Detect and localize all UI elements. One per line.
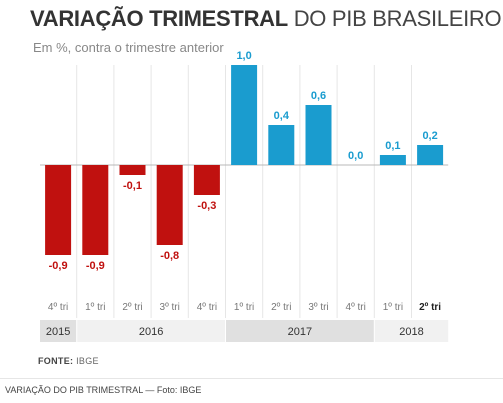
source-label: FONTE: <box>38 356 74 366</box>
category-label: 1º tri <box>383 302 403 313</box>
year-band <box>77 320 225 342</box>
bar <box>379 155 406 165</box>
data-label: 0,0 <box>348 150 363 162</box>
data-label: 0,2 <box>422 130 437 142</box>
year-band <box>226 320 374 342</box>
chart-subtitle: Em %, contra o trimestre anterior <box>33 40 224 55</box>
category-label: 3º tri <box>308 302 328 313</box>
year-label: 2017 <box>288 326 312 338</box>
category-label: 4º tri <box>197 302 217 313</box>
year-label: 2016 <box>139 326 163 338</box>
category-label: 2º tri <box>271 302 291 313</box>
title-light: DO PIB BRASILEIRO <box>293 6 502 31</box>
bar <box>82 165 109 255</box>
column-bg <box>374 65 411 292</box>
image-caption: VARIAÇÃO DO PIB TRIMESTRAL — Foto: IBGE <box>5 385 202 395</box>
category-label: 4º tri <box>346 302 366 313</box>
year-band <box>40 320 77 342</box>
year-label: 2015 <box>46 326 70 338</box>
data-label: -0,9 <box>49 260 68 272</box>
data-label: 0,4 <box>274 110 290 122</box>
title-bold: VARIAÇÃO TRIMESTRAL <box>30 6 288 31</box>
chart-title: VARIAÇÃO TRIMESTRAL DO PIB BRASILEIRO <box>30 6 502 32</box>
data-label: 0,1 <box>385 140 400 152</box>
bar <box>231 65 258 165</box>
column-bg <box>263 65 300 292</box>
source-value: IBGE <box>76 356 99 366</box>
bar <box>268 125 295 165</box>
column-bg <box>412 65 449 292</box>
bar <box>305 105 332 165</box>
data-label: -0,8 <box>160 250 179 262</box>
category-label: 1º tri <box>85 302 105 313</box>
category-label: 1º tri <box>234 302 254 313</box>
bar <box>156 165 183 245</box>
bar-chart: -0,9 -0,9 -0,1 -0,8 -0,3 1,0 0,4 0,6 0,0 0,1 0,2 4º… <box>40 50 449 342</box>
bar <box>417 145 444 165</box>
year-band <box>374 320 449 342</box>
bar <box>193 165 220 195</box>
bar <box>45 165 72 255</box>
column-bg <box>337 65 374 292</box>
category-label: 3º tri <box>160 302 180 313</box>
category-label: 2º tri <box>122 302 142 313</box>
bar <box>119 165 146 175</box>
divider <box>0 378 503 379</box>
category-label: 2º tri <box>419 302 441 313</box>
data-label: 0,6 <box>311 90 326 102</box>
year-label: 2018 <box>399 326 423 338</box>
data-label: -0,3 <box>197 200 216 212</box>
data-label: -0,1 <box>123 180 142 192</box>
data-label: 1,0 <box>236 50 251 62</box>
category-label: 4º tri <box>48 302 68 313</box>
column-bg <box>300 65 337 292</box>
column-bg <box>114 65 151 292</box>
data-label: -0,9 <box>86 260 105 272</box>
source-note: FONTE: IBGE <box>38 356 99 366</box>
